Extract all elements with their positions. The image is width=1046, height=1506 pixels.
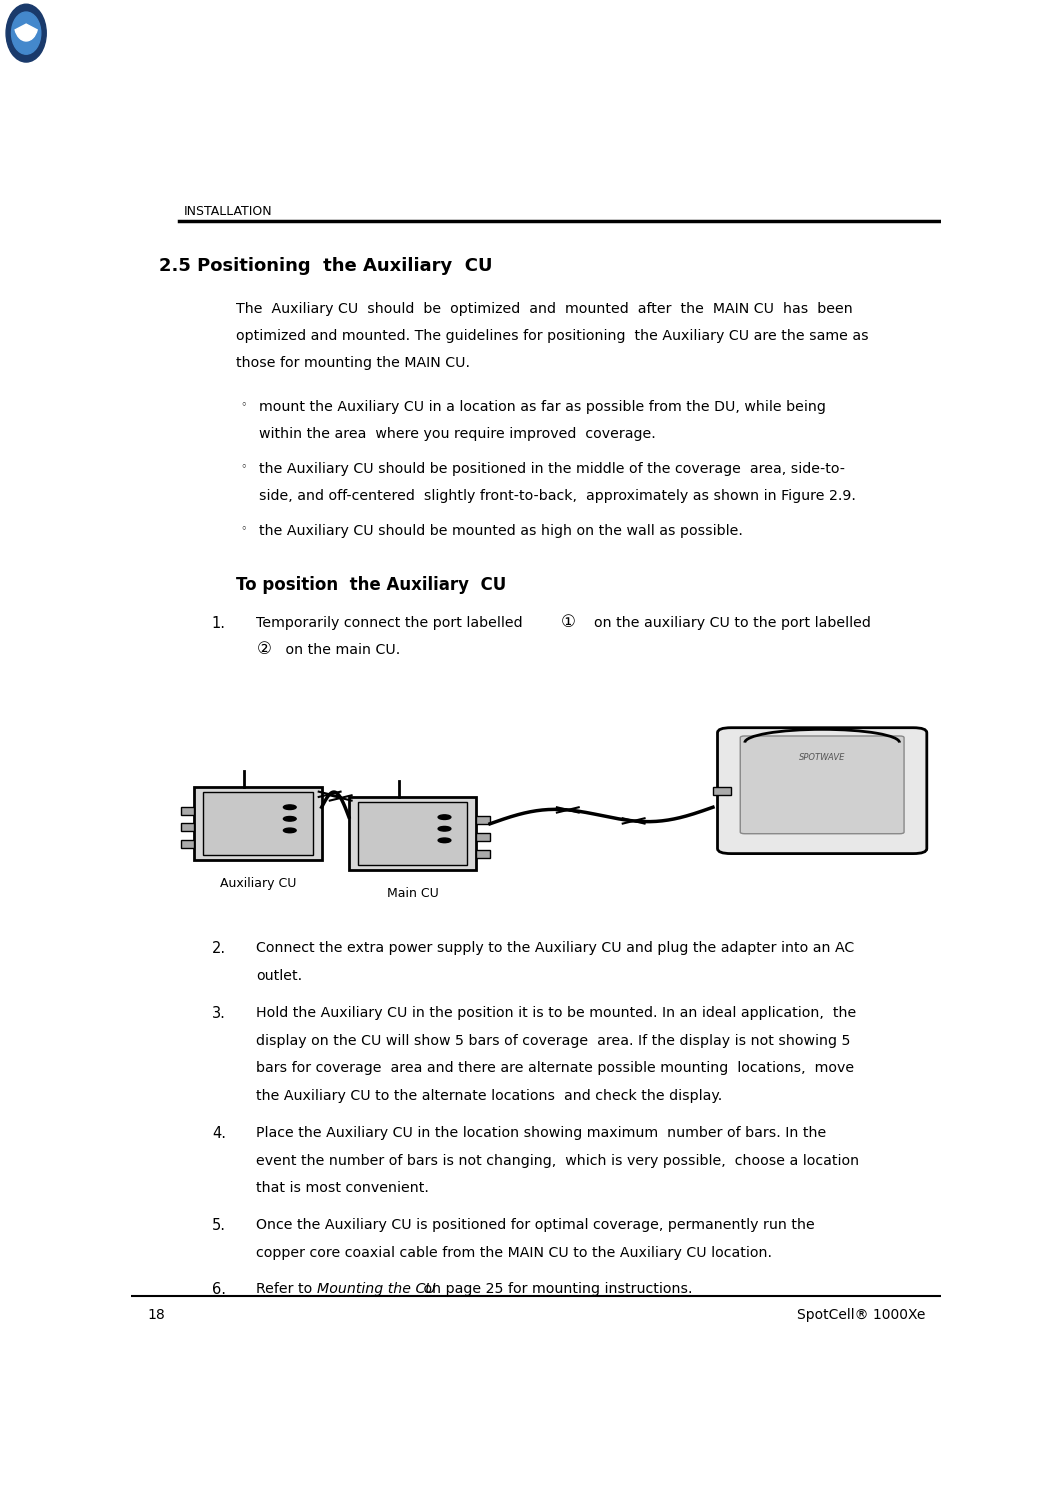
Bar xyxy=(349,797,476,870)
Text: that is most convenient.: that is most convenient. xyxy=(256,1182,429,1196)
Text: 6.: 6. xyxy=(211,1283,226,1297)
Text: ①: ① xyxy=(561,613,575,631)
Bar xyxy=(195,788,322,860)
Text: on the main CU.: on the main CU. xyxy=(280,643,400,658)
Text: ◦: ◦ xyxy=(241,524,247,535)
Text: Refer to: Refer to xyxy=(256,1283,317,1297)
Bar xyxy=(476,816,490,824)
Circle shape xyxy=(283,804,296,810)
Text: Place the Auxiliary CU in the location showing maximum  number of bars. In the: Place the Auxiliary CU in the location s… xyxy=(256,1126,826,1140)
Bar xyxy=(358,803,468,866)
Text: Temporarily connect the port labelled: Temporarily connect the port labelled xyxy=(256,616,527,630)
Text: The  Auxiliary CU  should  be  optimized  and  mounted  after  the  MAIN CU  has: The Auxiliary CU should be optimized and… xyxy=(236,303,852,316)
Text: 2.5 Positioning  the Auxiliary  CU: 2.5 Positioning the Auxiliary CU xyxy=(159,258,493,276)
Text: To position  the Auxiliary  CU: To position the Auxiliary CU xyxy=(236,577,506,595)
Text: Auxiliary CU: Auxiliary CU xyxy=(220,876,296,890)
Bar xyxy=(476,833,490,840)
Text: 1.: 1. xyxy=(211,616,226,631)
Bar xyxy=(203,792,313,855)
Bar xyxy=(181,824,195,831)
Text: event the number of bars is not changing,  which is very possible,  choose a loc: event the number of bars is not changing… xyxy=(256,1154,860,1167)
FancyBboxPatch shape xyxy=(718,727,927,854)
Text: on page 25 for mounting instructions.: on page 25 for mounting instructions. xyxy=(418,1283,692,1297)
Circle shape xyxy=(6,5,46,62)
Text: 2.: 2. xyxy=(211,941,226,956)
Text: display on the CU will show 5 bars of coverage  area. If the display is not show: display on the CU will show 5 bars of co… xyxy=(256,1033,850,1048)
Circle shape xyxy=(438,837,451,843)
Text: side, and off-centered  slightly front-to-back,  approximately as shown in Figur: side, and off-centered slightly front-to… xyxy=(258,488,856,503)
Text: 4.: 4. xyxy=(211,1126,226,1142)
Text: Main CU: Main CU xyxy=(387,887,438,899)
Text: Hold the Auxiliary CU in the position it is to be mounted. In an ideal applicati: Hold the Auxiliary CU in the position it… xyxy=(256,1006,857,1020)
Text: Mounting the CU: Mounting the CU xyxy=(317,1283,436,1297)
Text: within the area  where you require improved  coverage.: within the area where you require improv… xyxy=(258,426,656,441)
Text: copper core coaxial cable from the MAIN CU to the Auxiliary CU location.: copper core coaxial cable from the MAIN … xyxy=(256,1245,772,1261)
Bar xyxy=(181,807,195,815)
Bar xyxy=(181,840,195,848)
Text: SpotCell® 1000Xe: SpotCell® 1000Xe xyxy=(797,1307,925,1322)
Text: mount the Auxiliary CU in a location as far as possible from the DU, while being: mount the Auxiliary CU in a location as … xyxy=(258,401,825,414)
Text: those for mounting the MAIN CU.: those for mounting the MAIN CU. xyxy=(236,355,470,370)
Text: SPOTWAVE: SPOTWAVE xyxy=(799,753,845,762)
Text: INSTALLATION: INSTALLATION xyxy=(183,205,272,218)
Text: optimized and mounted. The guidelines for positioning  the Auxiliary CU are the : optimized and mounted. The guidelines fo… xyxy=(236,330,869,343)
Text: Connect the extra power supply to the Auxiliary CU and plug the adapter into an : Connect the extra power supply to the Au… xyxy=(256,941,855,955)
Text: the Auxiliary CU should be positioned in the middle of the coverage  area, side-: the Auxiliary CU should be positioned in… xyxy=(258,462,845,476)
Circle shape xyxy=(438,815,451,819)
Text: ◦: ◦ xyxy=(241,462,247,471)
Circle shape xyxy=(283,828,296,833)
Text: 18: 18 xyxy=(146,1307,164,1322)
Text: ②: ② xyxy=(256,640,271,658)
Text: on the auxiliary CU to the port labelled: on the auxiliary CU to the port labelled xyxy=(585,616,870,630)
Wedge shape xyxy=(15,24,38,41)
Text: Once the Auxiliary CU is positioned for optimal coverage, permanently run the: Once the Auxiliary CU is positioned for … xyxy=(256,1218,815,1232)
Circle shape xyxy=(283,816,296,821)
FancyBboxPatch shape xyxy=(741,736,904,834)
Bar xyxy=(476,849,490,857)
Circle shape xyxy=(438,827,451,831)
Bar xyxy=(713,786,731,795)
Text: the Auxiliary CU should be mounted as high on the wall as possible.: the Auxiliary CU should be mounted as hi… xyxy=(258,524,743,538)
Text: outlet.: outlet. xyxy=(256,970,302,983)
Circle shape xyxy=(12,12,41,54)
Text: bars for coverage  area and there are alternate possible mounting  locations,  m: bars for coverage area and there are alt… xyxy=(256,1062,855,1075)
Text: 3.: 3. xyxy=(211,1006,226,1021)
Text: 5.: 5. xyxy=(211,1218,226,1233)
Text: ◦: ◦ xyxy=(241,401,247,410)
Text: the Auxiliary CU to the alternate locations  and check the display.: the Auxiliary CU to the alternate locati… xyxy=(256,1089,723,1104)
